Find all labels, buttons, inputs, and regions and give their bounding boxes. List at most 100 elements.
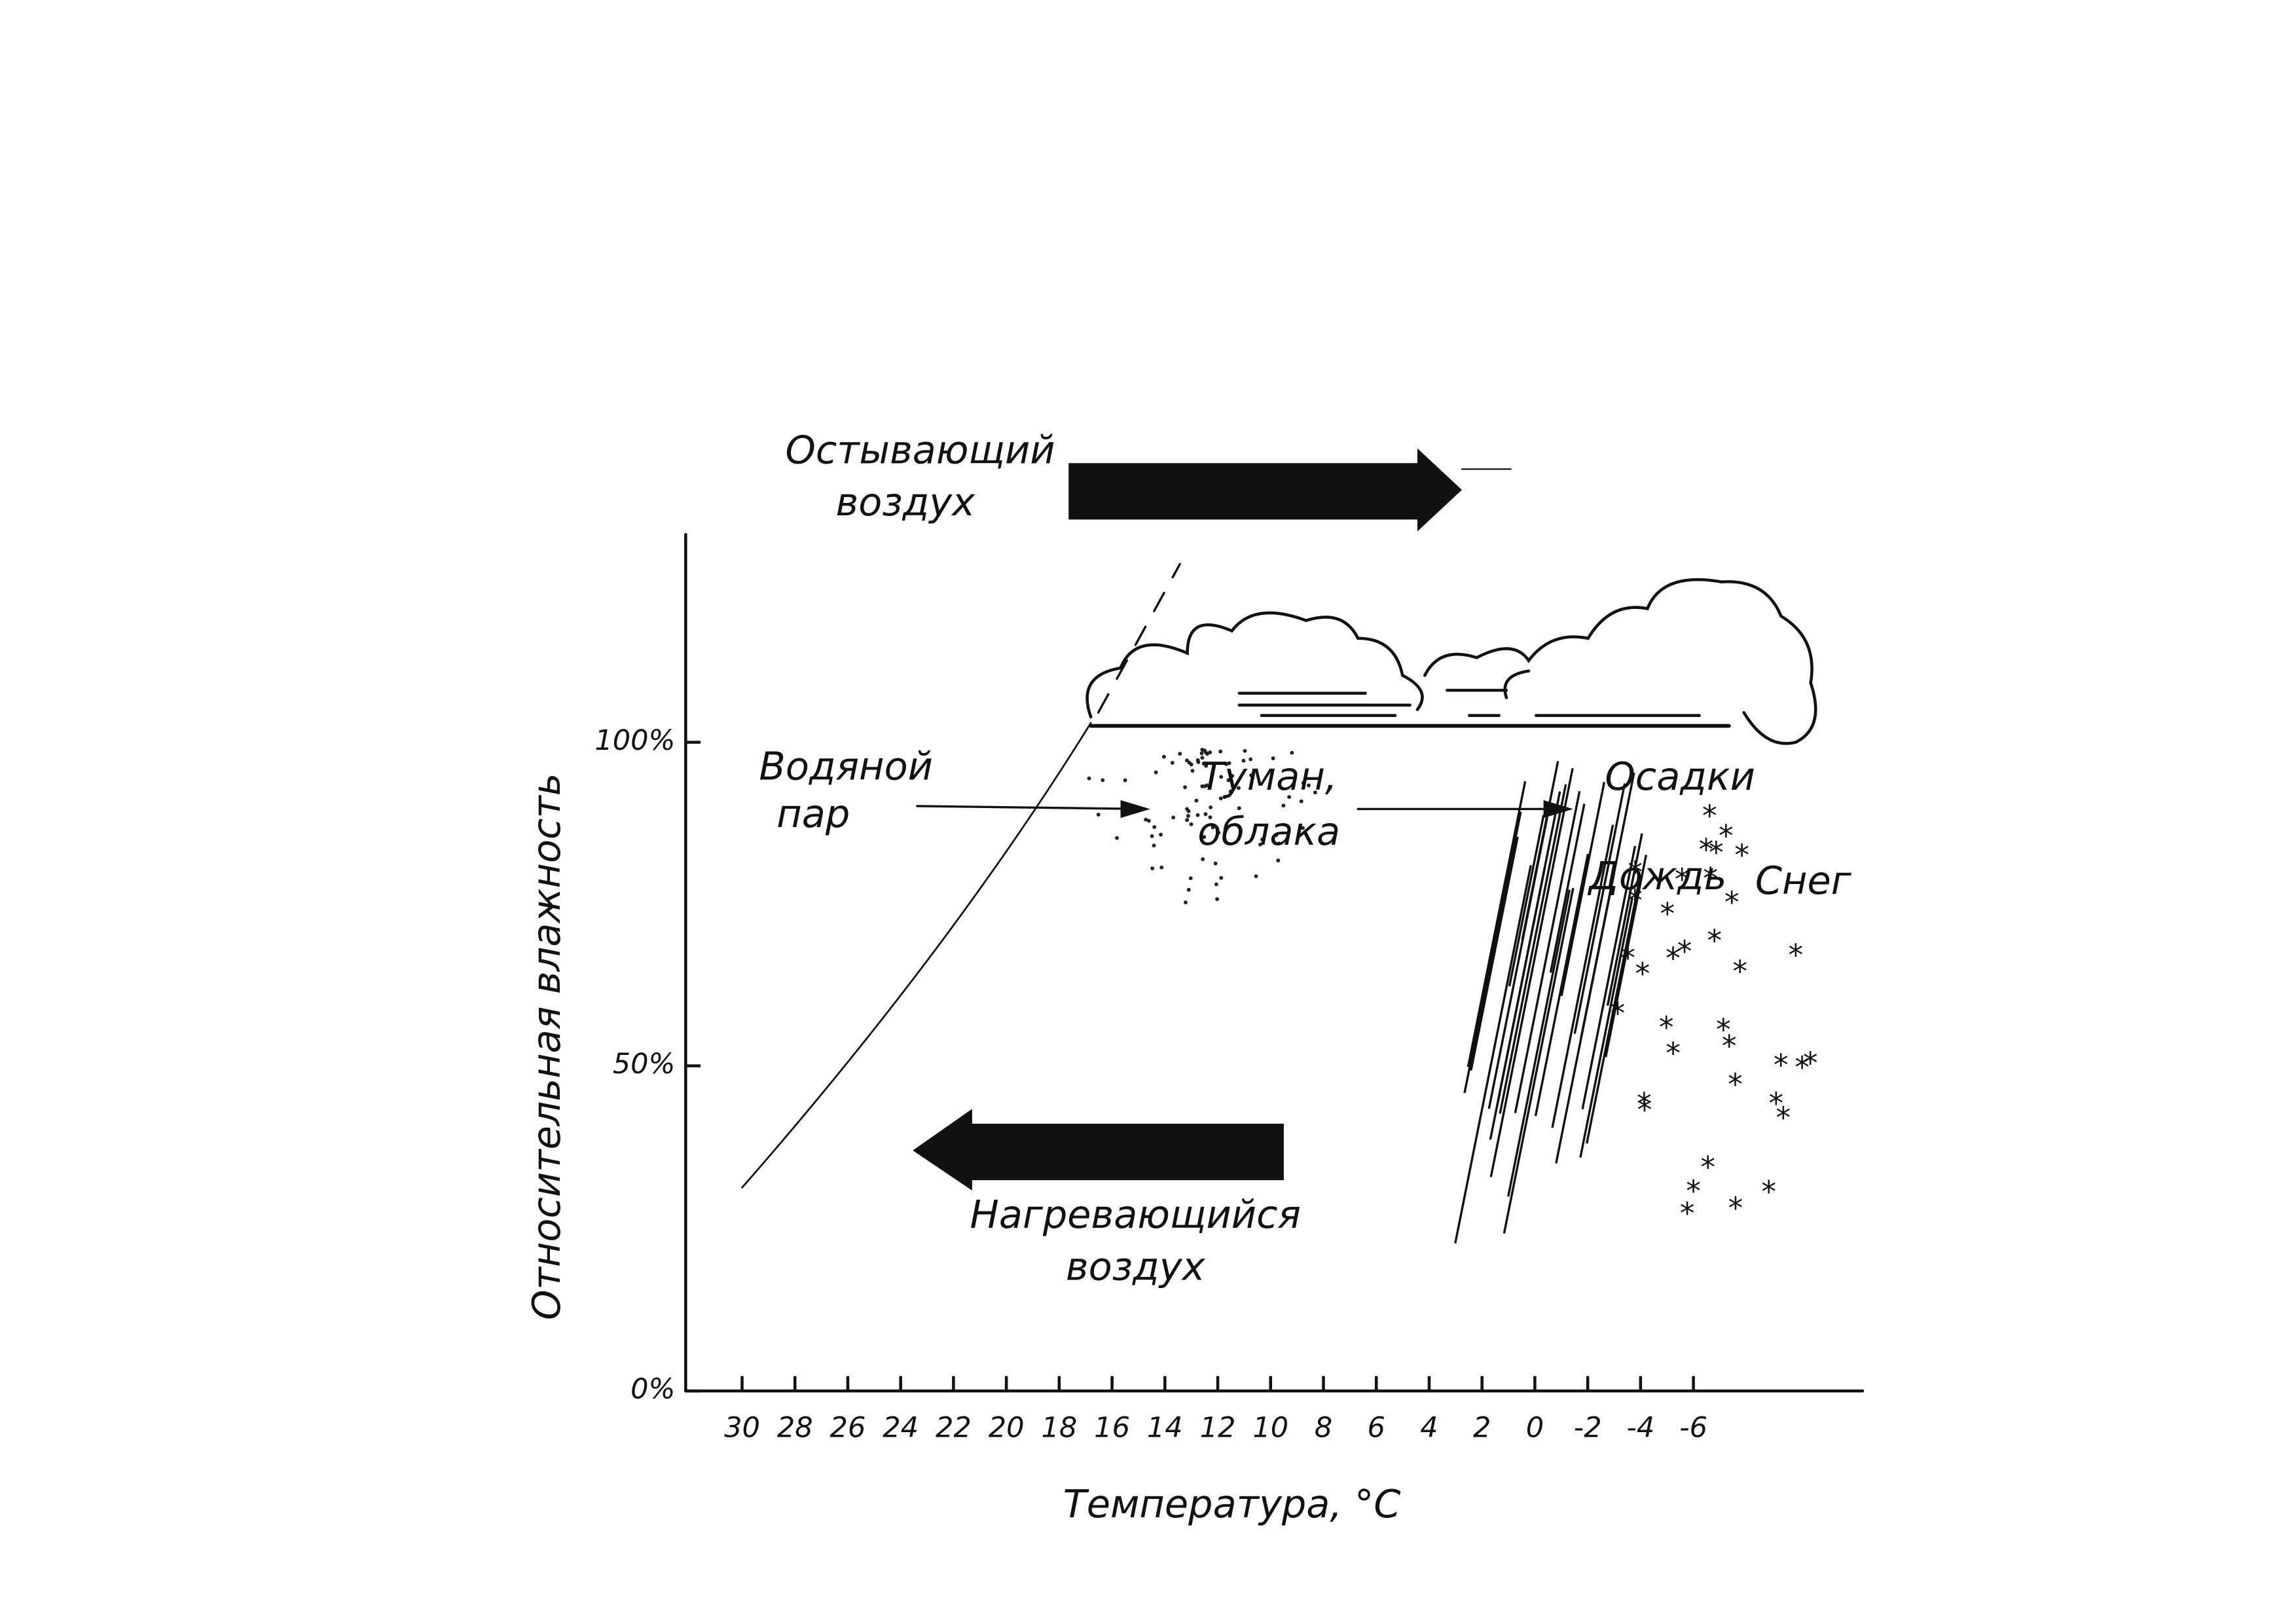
- snowflake: *: [1716, 1012, 1731, 1047]
- fog-dot: [1123, 778, 1127, 783]
- cloud: [1085, 578, 1817, 745]
- fog-dot: [1190, 769, 1195, 773]
- fog-dot: [1154, 770, 1158, 775]
- snowflake: *: [1724, 885, 1740, 920]
- fog-dot: [1183, 785, 1188, 790]
- saturation-curve: [741, 722, 1092, 1189]
- fog-dot: [1307, 783, 1311, 788]
- snowflake: *: [1707, 923, 1722, 958]
- fog-dot: [1254, 874, 1258, 879]
- x-tick-label: 24: [883, 1412, 919, 1445]
- rain-streak: [1503, 887, 1575, 1234]
- fog-dot: [1096, 813, 1101, 817]
- fog-dot: [1208, 750, 1212, 754]
- fog-dot: [1189, 822, 1194, 826]
- fog-dot: [1228, 789, 1233, 794]
- snowflake: *: [1732, 954, 1747, 989]
- fog-dot: [1204, 764, 1209, 768]
- fog-dot: [1199, 751, 1204, 756]
- x-tick-label: 6: [1368, 1412, 1385, 1445]
- fog-dot: [1201, 857, 1205, 862]
- dashed-line: [1097, 563, 1181, 714]
- fog-dot: [1215, 897, 1220, 901]
- fog-dot: [1115, 836, 1119, 840]
- fog-dot: [1203, 784, 1207, 788]
- fog-dot: [1301, 826, 1305, 830]
- fog-dot: [1170, 760, 1175, 765]
- vapor-arrow: [916, 805, 1144, 811]
- snowflake: *: [1686, 1173, 1701, 1208]
- fog-dot: [1214, 882, 1218, 887]
- fog-dot: [1101, 778, 1105, 783]
- snowflake: *: [1728, 1067, 1743, 1101]
- x-tick-label: 2: [1473, 1412, 1491, 1445]
- snowflake: *: [1677, 934, 1692, 969]
- fog-dot: [1203, 812, 1208, 817]
- x-axis-label: Температура, °С: [1063, 1481, 1401, 1526]
- x-tick-label: 26: [830, 1412, 866, 1445]
- x-tick-label: 30: [724, 1412, 760, 1445]
- label: Нагревающийся: [970, 1192, 1301, 1237]
- fog-dot: [1087, 776, 1091, 781]
- rain-streak: [1467, 781, 1527, 1067]
- snowflake: *: [1611, 996, 1626, 1031]
- fog-dot: [1218, 749, 1223, 754]
- rain-streak: [1573, 783, 1626, 1034]
- x-tick-label: -4: [1626, 1412, 1654, 1445]
- fog-dot: [1313, 790, 1317, 795]
- snowflake: *: [1709, 835, 1724, 870]
- rain-streak: [1499, 784, 1567, 1114]
- fog-dot: [1213, 861, 1218, 866]
- fog-dot: [1237, 806, 1241, 811]
- label: Снег: [1755, 858, 1852, 903]
- snowflake: *: [1666, 1036, 1681, 1071]
- fog-dot: [1248, 757, 1253, 762]
- rain-streak: [1560, 782, 1606, 997]
- fog-dot: [1200, 747, 1205, 752]
- y-tick-label: 100%: [594, 724, 675, 757]
- label: Дождь: [1587, 853, 1727, 898]
- fog-dot: [1241, 758, 1246, 763]
- arrow-head: [1543, 800, 1573, 819]
- rain-streak: [1579, 897, 1633, 1158]
- rain-streak: [1581, 845, 1637, 1110]
- fog-dot: [1236, 786, 1241, 790]
- fog-dot: [1144, 817, 1148, 822]
- snowflake: *: [1761, 1175, 1776, 1209]
- snowflake: *: [1795, 1050, 1810, 1084]
- fog-dot: [1202, 835, 1207, 840]
- fog-dot: [1222, 795, 1227, 800]
- fog-dot: [1159, 865, 1164, 870]
- x-tick-label: -2: [1574, 1412, 1602, 1445]
- y-tick-label: 0%: [630, 1373, 675, 1406]
- fog-dot: [1183, 900, 1188, 905]
- snowflake: *: [1659, 1010, 1674, 1045]
- y-tick-label: 50%: [613, 1048, 676, 1080]
- fog-dot: [1186, 814, 1190, 818]
- snowflake: *: [1776, 1101, 1791, 1135]
- rain-streak: [1606, 833, 1643, 1006]
- x-tick-label: 14: [1147, 1412, 1183, 1445]
- fog-dot: [1299, 799, 1303, 803]
- fog-dot: [1171, 815, 1176, 820]
- fog-dot: [1186, 887, 1191, 892]
- x-tick-label: 16: [1094, 1412, 1130, 1445]
- fog-dot: [1226, 778, 1231, 783]
- snowflake: *: [1699, 832, 1714, 867]
- fog-dot: [1281, 803, 1286, 808]
- rain-streak: [1521, 761, 1559, 940]
- snowflake: *: [1803, 1046, 1818, 1080]
- fog-dot: [1159, 832, 1163, 837]
- fog-dot: [1194, 798, 1199, 803]
- label: облака: [1197, 809, 1340, 854]
- fog-dot: [1271, 756, 1275, 760]
- rain-streak: [1551, 824, 1614, 1128]
- fog-dot: [1249, 773, 1254, 777]
- fog-dot: [1230, 773, 1235, 778]
- rain-streak: [1585, 876, 1641, 1144]
- label: пар: [776, 791, 850, 836]
- fog-dot: [1209, 805, 1213, 809]
- fog-dot: [1219, 775, 1224, 779]
- fog-dot: [1218, 796, 1223, 801]
